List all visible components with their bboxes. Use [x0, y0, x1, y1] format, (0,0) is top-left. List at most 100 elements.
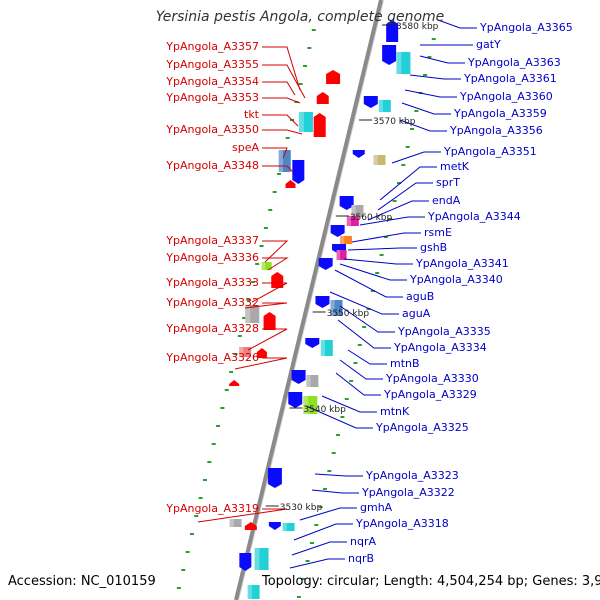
gene-feature: [320, 340, 333, 356]
gene-block: [254, 548, 269, 570]
scale-label: 3570 kbp: [373, 117, 416, 127]
gene-feature: [229, 519, 242, 527]
gene-block-highlight: [378, 100, 384, 112]
gene-arrow: [285, 180, 296, 188]
gene-label: sprT: [436, 176, 460, 189]
topology-text: Topology: circular; Length: 4,504,254 bp…: [262, 574, 600, 589]
leader-line: [339, 305, 395, 333]
gene-feature: [316, 92, 329, 104]
gene-label: YpAngola_A3318: [355, 517, 449, 530]
leader-line: [399, 119, 447, 132]
gene-arrow: [339, 196, 354, 210]
gene-arrow: [318, 258, 333, 270]
gene-label: YpAngola_A3325: [375, 421, 469, 434]
gene-label: YpAngola_A3350: [165, 123, 259, 136]
leader-line: [337, 319, 391, 349]
gene-label: YpAngola_A3328: [165, 322, 259, 335]
gene-label: gmhA: [360, 501, 393, 514]
gene-label: gshB: [420, 241, 447, 254]
gene-label: YpAngola_A3360: [459, 90, 553, 103]
gene-feature: [330, 300, 343, 316]
gene-arrow: [352, 150, 365, 158]
gene-label: YpAngola_A3322: [361, 486, 455, 499]
gene-arrow: [316, 92, 329, 104]
leader-line: [234, 357, 288, 370]
gene-label: aguA: [402, 307, 431, 320]
gene-block-highlight: [245, 305, 251, 323]
gene-arrow: [292, 160, 305, 184]
gene-label: tkt: [244, 108, 260, 121]
gene-block-highlight: [336, 250, 341, 260]
leader-line: [262, 114, 299, 127]
gene-label: gatY: [476, 38, 501, 51]
leader-line: [409, 74, 461, 80]
leader-line: [335, 372, 381, 396]
leader-line: [299, 507, 357, 521]
gene-label: YpAngola_A3326: [165, 351, 259, 364]
leader-line: [377, 182, 433, 211]
scale-label: 3580 kbp: [396, 22, 439, 32]
gene-arrow: [263, 312, 276, 330]
leader-line: [311, 489, 359, 494]
gene-feature: [382, 45, 397, 65]
leader-line: [334, 269, 403, 298]
gene-feature: [267, 468, 282, 488]
gene-label: YpAngola_A3323: [365, 469, 459, 482]
gene-label: YpAngola_A3348: [165, 159, 259, 172]
gene-label: YpAngola_A3355: [165, 58, 259, 71]
gene-block-highlight: [282, 523, 287, 531]
gene-block-highlight: [373, 155, 378, 165]
gene-feature: [346, 216, 359, 226]
gene-feature: [239, 347, 252, 357]
gene-label: endA: [432, 194, 461, 207]
gene-arrow: [229, 380, 240, 386]
leader-line: [262, 46, 301, 91]
scale-label: 3560 kbp: [350, 213, 393, 223]
gene-label: YpAngola_A3357: [165, 40, 259, 53]
leader-line: [305, 405, 373, 429]
gene-label: YpAngola_A3333: [165, 276, 259, 289]
gene-arrow: [288, 392, 303, 408]
leader-line: [437, 19, 477, 29]
scale-label: 3530 kbp: [280, 503, 323, 513]
gene-block: [336, 250, 347, 260]
gene-label: mtnB: [390, 357, 420, 370]
gene-arrow: [363, 96, 378, 108]
gene-labels: YpAngola_A3357 YpAngola_A3355 YpAngola_A33…: [165, 21, 572, 565]
gene-block: [396, 52, 411, 74]
gene-feature: [330, 225, 345, 237]
gene-arrow: [268, 522, 281, 530]
gene-feature: [271, 272, 284, 288]
leader-line: [291, 541, 347, 556]
gene-feature: [285, 180, 296, 188]
gene-feature: [378, 100, 391, 112]
gene-label: YpAngola_A3365: [479, 21, 573, 34]
gene-label: aguB: [406, 290, 434, 303]
gene-label: speA: [232, 141, 259, 154]
gene-label: rsmE: [424, 226, 452, 239]
gene-arrow: [326, 70, 341, 84]
leader-line: [321, 395, 377, 413]
gene-block-highlight: [330, 300, 335, 316]
leader-line: [329, 291, 399, 315]
leader-line: [262, 165, 294, 173]
gene-block: [261, 262, 272, 270]
gene-label: YpAngola_A3356: [449, 124, 543, 137]
leader-line: [314, 473, 363, 477]
gene-block: [239, 347, 252, 357]
genome-backbone: [234, 0, 384, 600]
leader-line: [262, 129, 303, 135]
leader-line: [347, 349, 387, 365]
gene-block: [298, 112, 313, 132]
gene-arrow: [244, 522, 257, 530]
leader-line: [391, 151, 441, 164]
gene-label: YpAngola_A3335: [397, 325, 491, 338]
gene-label: YpAngola_A3361: [463, 72, 557, 85]
gene-arrow: [313, 113, 326, 137]
gene-label: YpAngola_A3330: [385, 372, 479, 385]
gene-label: YpAngola_A3336: [165, 251, 259, 264]
gene-feature: [268, 522, 281, 530]
gene-feature: [396, 52, 411, 74]
